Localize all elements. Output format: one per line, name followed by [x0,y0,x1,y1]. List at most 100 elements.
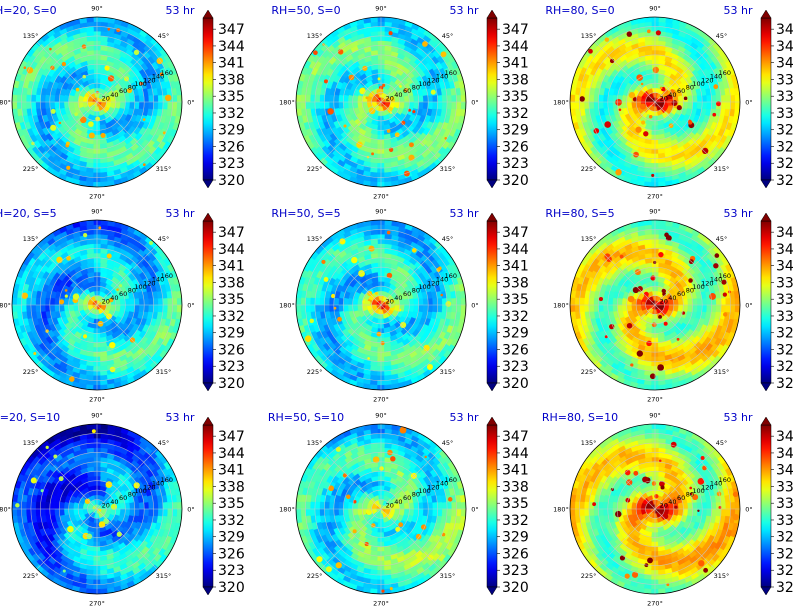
field-cell [441,304,448,313]
field-cell [427,297,434,306]
convective-cell [394,132,400,138]
field-cell [701,94,708,103]
convective-cell [647,29,651,34]
field-cell [583,94,590,103]
convective-cell [628,92,636,99]
polar-panel: 204060801001201401600°45°90°135°180°225°… [0,4,245,201]
field-cell [437,101,443,110]
field-cell [706,304,712,313]
field-cell [696,94,703,103]
colorbar-tick-label: 335 [502,292,529,308]
field-cell [706,101,712,110]
angle-tick-label: 90° [375,5,387,13]
convective-cell [23,66,27,69]
field-cell [157,297,164,306]
convective-cell [657,364,664,371]
field-cell [25,297,32,306]
colorbar-tick-label: 326 [218,342,245,358]
field-cell [143,297,150,306]
field-cell [153,101,159,110]
convective-cell [651,173,655,177]
convective-cell [351,256,358,264]
field-cell [44,304,51,313]
field-cell [148,94,154,103]
convective-cell [100,132,106,138]
angular-gridline [320,41,382,103]
field-cell [328,101,335,110]
field-cell [176,101,182,110]
convective-cell [327,108,334,115]
field-cell [138,101,145,110]
field-cell [309,304,316,313]
convective-cell [598,296,603,302]
convective-cell [676,337,680,341]
field-cell [16,297,22,306]
colorbar [486,17,498,181]
polar-frame [569,16,741,188]
field-cell [593,94,599,103]
angle-tick-label: 270° [373,193,389,201]
colorbar [486,220,498,384]
field-cell [172,304,178,313]
field-cell [730,101,736,110]
field-cell [148,101,154,110]
field-cell [422,297,429,306]
radial-tick-label: 120 [701,76,713,84]
colorbar [760,17,772,181]
angle-tick-label: 135° [307,235,323,243]
field-cell [734,297,740,306]
angle-tick-label: 180° [553,302,569,310]
field-cell [172,297,178,306]
field-cell [49,101,56,110]
convective-cell [66,255,71,261]
convective-cell [713,263,719,269]
colorbar [202,220,214,384]
angle-tick-label: 180° [0,302,11,310]
convective-cell [142,163,146,167]
field-cell [734,101,740,110]
convective-cell [148,240,154,246]
convective-cell [50,65,55,70]
angle-tick-label: 225° [307,368,323,376]
radial-tick-label: 100 [134,80,146,88]
angle-tick-label: 225° [307,165,323,173]
radial-tick-label: 60 [677,290,685,298]
convective-cell [640,82,644,86]
radial-tick-label: 60 [119,290,127,298]
colorbar-tick-label: 326 [776,342,793,358]
colorbar-tick-label: 344 [776,242,793,258]
field-cell [343,297,349,306]
field-cell [593,297,599,306]
radial-tick-label: 80 [128,84,136,92]
convective-cell [356,141,363,148]
convective-cell [440,51,447,58]
field-cell [598,94,604,103]
field-cell [44,101,51,110]
angle-tick-label: 135° [23,235,39,243]
field-cell [157,304,164,313]
field-cell [437,94,443,103]
field-cell [129,94,135,103]
convective-cell [66,165,71,170]
field-cell [583,101,590,110]
field-cell [720,304,727,313]
convective-cell [61,61,67,67]
convective-cell [362,65,368,71]
convective-cell [401,120,406,125]
field-cell [49,297,56,306]
convective-cell [655,30,661,36]
convective-cell [26,66,34,74]
field-cell [162,297,169,306]
convective-cell [386,129,391,133]
field-cell [451,94,457,103]
angle-tick-label: 180° [0,99,11,107]
colorbar-tick-label: 320 [776,376,793,392]
field-cell [16,94,22,103]
field-cell [162,101,169,110]
field-cell [413,101,419,110]
colorbar-tick-label: 347 [218,225,245,241]
field-cell [574,304,580,313]
colorbar-tick-label: 323 [502,156,529,172]
